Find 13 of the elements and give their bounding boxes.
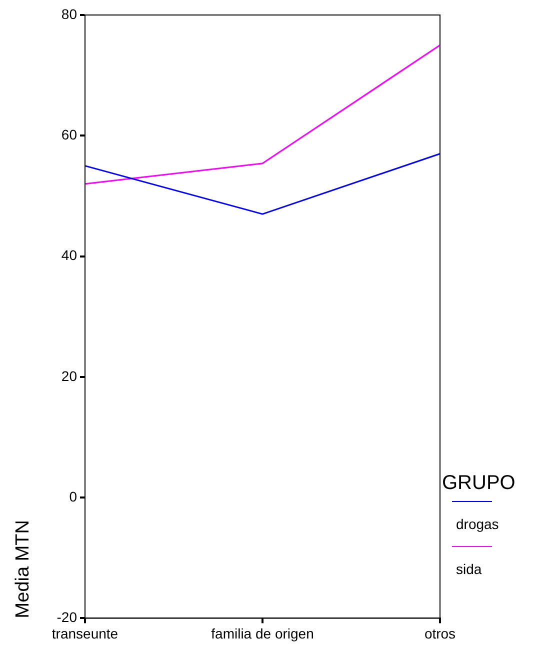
legend-label: drogas (456, 516, 500, 532)
legend-label: sida (456, 561, 483, 577)
y-axis-title: Media MTN (12, 520, 34, 618)
x-tick-label: transeunte (52, 625, 118, 642)
y-tick-label: 20 (61, 368, 78, 384)
y-tick-label: 0 (69, 488, 78, 504)
y-tick-label: -20 (56, 609, 78, 626)
legend-title: GRUPO (442, 472, 516, 495)
x-tick-label: otros (424, 625, 456, 642)
y-tick-label: 40 (61, 247, 78, 264)
y-tick-label: 80 (61, 6, 78, 22)
x-tick-label: familia de origen (211, 625, 314, 642)
y-tick-label: 60 (61, 126, 78, 142)
